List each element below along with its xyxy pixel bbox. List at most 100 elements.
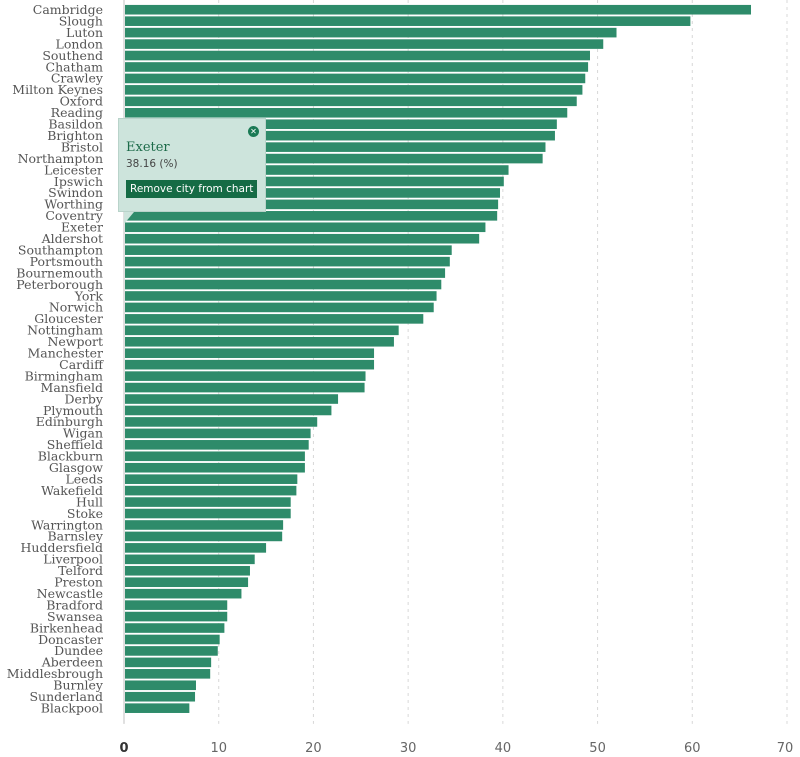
remove-city-button[interactable]: Remove city from chart (126, 180, 258, 198)
bar-luton[interactable] (125, 27, 617, 38)
bar-mansfield[interactable] (125, 382, 365, 393)
category-label-basildon: Basildon (48, 117, 103, 132)
category-label-birkenhead: Birkenhead (30, 620, 103, 635)
category-label-dundee: Dundee (54, 643, 103, 658)
category-label-oxford: Oxford (60, 94, 103, 109)
category-label-coventry: Coventry (45, 208, 104, 223)
category-label-bradford: Bradford (46, 597, 103, 612)
category-label-wakefield: Wakefield (41, 483, 103, 498)
bar-milton-keynes[interactable] (125, 85, 583, 95)
x-tick-label: 0 (119, 741, 128, 756)
bar-middlesbrough[interactable] (125, 669, 211, 679)
close-icon[interactable]: ✕ (248, 126, 259, 137)
bar-stoke[interactable] (125, 508, 291, 519)
bar-nottingham[interactable] (125, 325, 399, 336)
tooltip-pointer (124, 212, 134, 224)
bar-southend[interactable] (125, 50, 590, 61)
bar-derby[interactable] (125, 394, 339, 404)
x-tick-label: 20 (305, 741, 322, 756)
bar-crawley[interactable] (125, 73, 586, 84)
bar-norwich[interactable] (125, 302, 434, 313)
category-label-huddersfield: Huddersfield (21, 540, 103, 555)
bar-basildon[interactable] (125, 119, 557, 130)
bar-telford[interactable] (125, 565, 250, 576)
x-tick-label: 50 (589, 741, 606, 756)
bar-birmingham[interactable] (125, 371, 366, 381)
bar-bournemouth[interactable] (125, 268, 446, 278)
bar-slough[interactable] (125, 16, 691, 26)
bar-manchester[interactable] (125, 348, 375, 359)
bar-edinburgh[interactable] (125, 417, 318, 427)
x-tick-label: 70 (777, 741, 794, 756)
bar-blackpool[interactable] (125, 703, 190, 713)
category-label-glasgow: Glasgow (49, 460, 103, 475)
category-label-aldershot: Aldershot (41, 231, 103, 246)
category-label-swansea: Swansea (47, 609, 104, 624)
bar-swindon[interactable] (125, 188, 501, 198)
bar-newcastle[interactable] (125, 588, 242, 599)
bar-wigan[interactable] (125, 428, 311, 439)
category-label-doncaster: Doncaster (38, 632, 103, 647)
bar-leeds[interactable] (125, 474, 298, 484)
category-label-exeter: Exeter (61, 220, 103, 235)
category-label-chatham: Chatham (46, 59, 104, 74)
category-label-aberdeen: Aberdeen (41, 655, 103, 670)
category-label-barnsley: Barnsley (47, 529, 103, 544)
bar-burnley[interactable] (125, 680, 196, 691)
bar-preston[interactable] (125, 577, 249, 588)
bar-birkenhead[interactable] (125, 623, 225, 633)
bar-york[interactable] (125, 291, 437, 301)
bar-brighton[interactable] (125, 130, 555, 141)
bar-swansea[interactable] (125, 611, 228, 622)
bar-doncaster[interactable] (125, 634, 220, 645)
bar-cardiff[interactable] (125, 359, 375, 370)
bar-southampton[interactable] (125, 245, 452, 255)
category-label-slough: Slough (59, 13, 103, 28)
category-label-peterborough: Peterborough (16, 277, 103, 292)
bar-coventry[interactable] (125, 211, 498, 221)
bar-leicester[interactable] (125, 165, 509, 175)
bar-plymouth[interactable] (125, 405, 332, 416)
bar-chatham[interactable] (125, 62, 589, 72)
category-label-newcastle: Newcastle (37, 586, 103, 601)
bar-sunderland[interactable] (125, 691, 196, 702)
bar-sheffield[interactable] (125, 440, 309, 450)
bar-newport[interactable] (125, 336, 394, 347)
bar-liverpool[interactable] (125, 554, 255, 565)
category-label-southend: Southend (42, 48, 103, 63)
bar-bradford[interactable] (125, 600, 228, 610)
category-label-birmingham: Birmingham (25, 368, 104, 383)
bar-oxford[interactable] (125, 96, 577, 107)
bar-exeter[interactable] (125, 222, 486, 233)
bar-reading[interactable] (125, 107, 568, 118)
bar-warrington[interactable] (125, 520, 284, 530)
x-tick-label: 10 (210, 741, 227, 756)
category-label-blackpool: Blackpool (41, 700, 103, 715)
bar-worthing[interactable] (125, 199, 499, 210)
bar-bristol[interactable] (125, 142, 546, 152)
bar-hull[interactable] (125, 497, 291, 507)
bar-wakefield[interactable] (125, 485, 297, 496)
category-label-blackburn: Blackburn (38, 449, 103, 464)
bar-ipswich[interactable] (125, 176, 504, 187)
category-label-crawley: Crawley (51, 71, 104, 86)
bar-london[interactable] (125, 39, 604, 49)
bar-aldershot[interactable] (125, 233, 480, 244)
category-label-leicester: Leicester (44, 162, 103, 177)
bar-barnsley[interactable] (125, 531, 283, 542)
bar-blackburn[interactable] (125, 451, 305, 462)
bar-cambridge[interactable] (125, 4, 752, 15)
tooltip-value: 38.16 (%) (126, 158, 178, 170)
bar-aberdeen[interactable] (125, 657, 212, 668)
tooltip-city-name: Exeter (126, 140, 170, 155)
bar-dundee[interactable] (125, 646, 218, 656)
bar-huddersfield[interactable] (125, 543, 267, 553)
category-label-worthing: Worthing (44, 197, 103, 212)
category-label-wigan: Wigan (63, 426, 103, 441)
bar-northampton[interactable] (125, 153, 543, 164)
bar-gloucester[interactable] (125, 314, 424, 324)
bar-glasgow[interactable] (125, 462, 305, 473)
city-tooltip: ✕ Exeter 38.16 (%) Remove city from char… (118, 118, 266, 212)
bar-portsmouth[interactable] (125, 256, 450, 267)
bar-peterborough[interactable] (125, 279, 442, 290)
